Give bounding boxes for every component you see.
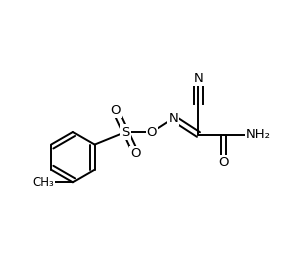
Text: O: O: [218, 156, 229, 169]
Text: O: O: [110, 104, 121, 117]
Text: N: N: [194, 72, 203, 85]
Text: O: O: [130, 147, 141, 160]
Text: N: N: [168, 112, 178, 125]
Text: S: S: [121, 125, 130, 138]
Text: O: O: [147, 125, 157, 138]
Text: NH₂: NH₂: [246, 128, 271, 141]
Text: CH₃: CH₃: [32, 176, 54, 189]
